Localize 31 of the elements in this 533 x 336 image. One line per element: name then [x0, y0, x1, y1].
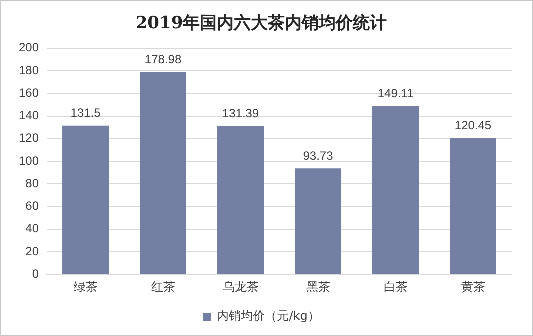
- y-tick-label: 100: [18, 154, 40, 168]
- y-tick-label: 80: [26, 176, 40, 190]
- bar: [62, 126, 110, 274]
- y-tick-label: 120: [18, 131, 40, 146]
- data-label: 178.98: [144, 52, 182, 66]
- x-tick-label: 红茶: [151, 280, 176, 294]
- bar: [450, 138, 496, 274]
- x-tick-label: 白茶: [384, 280, 408, 294]
- y-tick-label: 40: [26, 222, 40, 236]
- data-label: 131.39: [222, 106, 260, 120]
- data-label: 149.11: [378, 86, 414, 100]
- x-tick-label: 乌龙茶: [222, 280, 259, 294]
- bar: [372, 106, 420, 274]
- bar: [218, 126, 264, 274]
- x-tick-label: 绿茶: [74, 280, 98, 294]
- data-label: 93.73: [303, 148, 334, 163]
- data-label: 120.45: [454, 118, 492, 133]
- x-tick-label: 黄茶: [461, 280, 486, 294]
- y-tick-label: 20: [26, 244, 40, 258]
- y-tick-label: 140: [18, 108, 40, 123]
- y-tick-label: 0: [32, 266, 40, 281]
- y-tick-label: 200: [18, 40, 40, 55]
- chart-title: 2019年国内六大茶内销均价统计: [136, 14, 388, 34]
- legend-label: 内销均价（元/kg）: [217, 309, 320, 324]
- y-tick-label: 160: [18, 86, 40, 100]
- y-tick-label: 180: [18, 63, 40, 78]
- data-label: 131.5: [70, 106, 102, 120]
- x-tick-label: 黑茶: [306, 280, 330, 294]
- bar: [140, 72, 187, 274]
- bar: [295, 168, 342, 274]
- y-tick-label: 60: [26, 199, 40, 214]
